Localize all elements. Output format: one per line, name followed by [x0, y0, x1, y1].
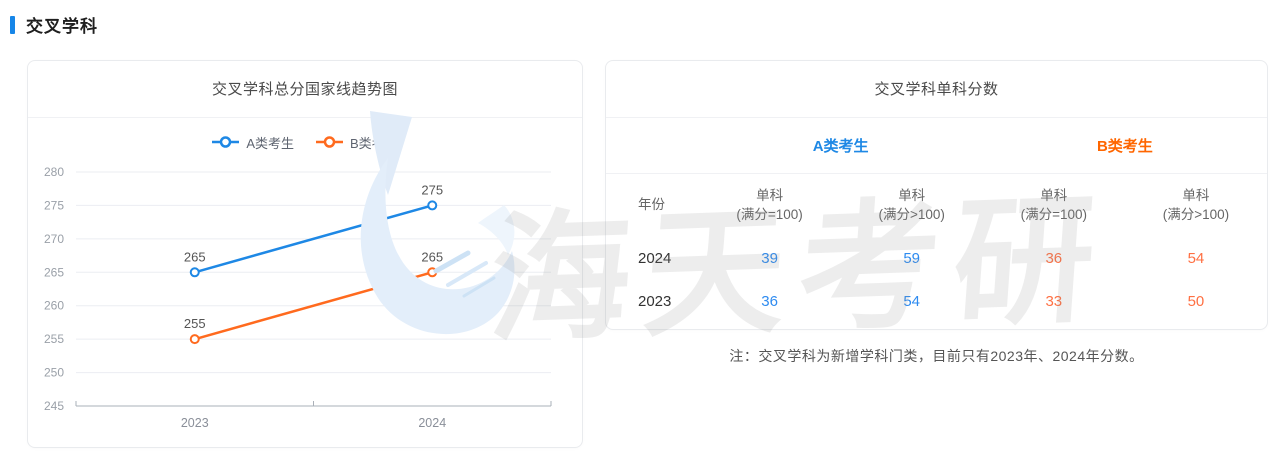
score-cell: 54 — [1187, 250, 1205, 267]
svg-text:275: 275 — [421, 182, 443, 197]
legend-label: B类考生 — [350, 135, 398, 151]
table-note: 注：交叉学科为新增学科门类，目前只有2023年、2024年分数。 — [729, 348, 1144, 364]
svg-text:245: 245 — [44, 399, 64, 413]
legend-item-series-a[interactable]: A类考生 — [212, 133, 294, 152]
svg-text:265: 265 — [44, 265, 64, 279]
chart-legend: A类考生 B类考生 — [28, 131, 582, 153]
score-cell: 50 — [1187, 293, 1205, 310]
score-cell: 59 — [903, 250, 921, 267]
svg-text:255: 255 — [184, 316, 206, 331]
group-header-row: A类考生 B类考生 — [606, 118, 1267, 174]
accent-bar — [10, 15, 15, 34]
score-table-section: 交叉学科单科分数 A类考生 B类考生 年份 单科 (满分=100) — [605, 60, 1268, 366]
score-cell: 39 — [761, 250, 778, 267]
table-row-2024: 2024 39 59 36 54 — [606, 237, 1267, 280]
table-title: 交叉学科单科分数 — [606, 61, 1267, 118]
section-header: 交叉学科 — [10, 12, 98, 37]
svg-text:2024: 2024 — [418, 416, 446, 430]
legend-item-series-b[interactable]: B类考生 — [316, 133, 398, 152]
column-header-b1: 单科 (满分=100) — [1020, 187, 1087, 223]
score-cell: 54 — [903, 293, 921, 310]
score-table-panel: 交叉学科单科分数 A类考生 B类考生 年份 单科 (满分=100) — [605, 60, 1268, 330]
column-header-row: 年份 单科 (满分=100) 单科 (满分>100) 单科 (满分=100) 单科 (满… — [606, 173, 1267, 237]
trend-line-chart: 245 250 255 260 265 270 275 280 2023 2024 265 275 25… — [44, 165, 552, 430]
group-header-a: A类考生 — [698, 118, 983, 174]
svg-text:270: 270 — [44, 232, 64, 246]
column-header-a2: 单科 (满分>100) — [878, 187, 945, 223]
svg-text:260: 260 — [44, 299, 64, 313]
line-circle-marker-icon — [212, 136, 240, 148]
svg-text:265: 265 — [184, 249, 206, 264]
score-cell: 36 — [761, 293, 778, 310]
group-header-b: B类考生 — [982, 118, 1267, 174]
page-title: 交叉学科 — [26, 17, 98, 36]
legend-label: A类考生 — [246, 135, 294, 151]
svg-text:280: 280 — [44, 165, 64, 179]
chart-title: 交叉学科总分国家线趋势图 — [28, 61, 582, 118]
column-header-a1: 单科 (满分=100) — [736, 187, 803, 223]
svg-text:255: 255 — [44, 332, 64, 346]
column-header-year: 年份 — [638, 197, 665, 213]
column-header-b2: 单科 (满分>100) — [1162, 187, 1230, 223]
score-table: A类考生 B类考生 年份 单科 (满分=100) 单科 (满分>100) 单科 (满分… — [606, 118, 1267, 323]
score-cell: 36 — [1045, 250, 1063, 267]
group-header-spacer — [606, 118, 699, 174]
score-cell: 33 — [1045, 293, 1063, 310]
table-row-2023: 2023 36 54 33 50 — [606, 280, 1267, 323]
year-cell: 2023 — [638, 293, 672, 310]
svg-text:275: 275 — [44, 198, 64, 212]
svg-text:250: 250 — [44, 366, 64, 380]
year-cell: 2024 — [638, 250, 672, 267]
svg-text:265: 265 — [421, 249, 443, 264]
line-circle-marker-icon — [316, 136, 343, 148]
svg-text:2023: 2023 — [181, 416, 209, 430]
trend-chart-panel: 交叉学科总分国家线趋势图 A类考生 B类考生 245 250 255 260 265 27… — [27, 60, 583, 448]
